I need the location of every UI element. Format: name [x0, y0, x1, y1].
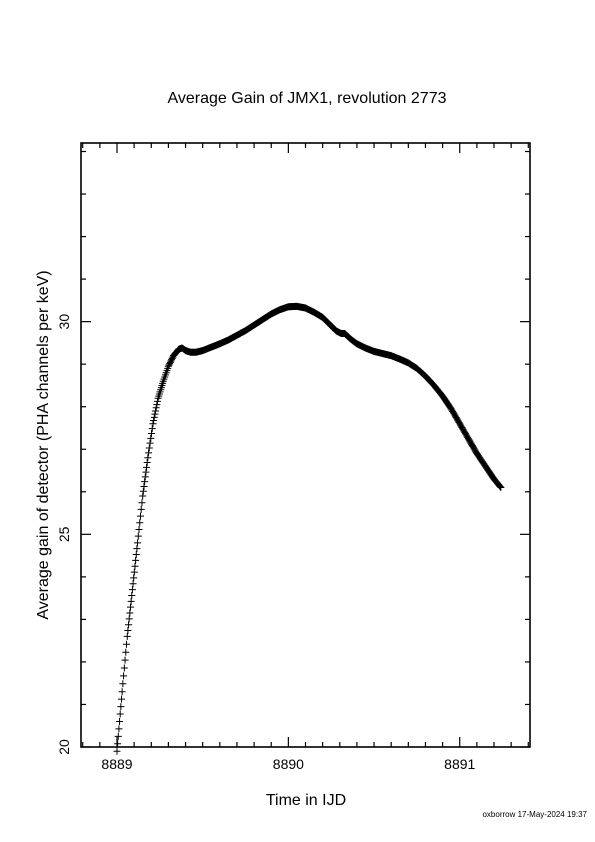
data-point: [141, 478, 149, 486]
data-point: [126, 603, 134, 611]
data-point: [130, 574, 138, 582]
data-point: [148, 425, 156, 433]
data-point: [147, 434, 155, 442]
data-point: [143, 459, 151, 467]
data-point: [152, 407, 160, 415]
data-point: [148, 429, 156, 437]
y-axis-label: Average gain of detector (PHA channels p…: [35, 270, 52, 619]
data-point: [121, 656, 129, 664]
x-axis-label: Time in IJD: [266, 792, 346, 809]
axis-tick-labels: 8889 8890 8891 20 25 30: [56, 314, 476, 772]
data-point: [122, 648, 130, 656]
data-point: [134, 532, 142, 540]
data-point: [116, 717, 124, 725]
data-point: [114, 740, 122, 748]
x-tick-label: 8889: [101, 756, 132, 772]
data-point: [497, 484, 505, 492]
data-point: [116, 710, 124, 718]
data-point: [145, 444, 153, 452]
data-point: [125, 621, 133, 629]
data-point: [136, 512, 144, 520]
data-point: [137, 505, 145, 513]
footer-stamp: oxborrow 17-May-2024 19:37: [482, 810, 587, 819]
data-point: [496, 483, 504, 491]
data-point: [152, 404, 160, 412]
data-point: [139, 492, 147, 500]
data-point: [117, 703, 125, 711]
data-point: [120, 664, 128, 672]
data-point: [130, 568, 138, 576]
data-point: [114, 732, 122, 740]
data-point: [123, 632, 131, 640]
data-point: [150, 417, 158, 425]
data-point: [151, 410, 159, 418]
plot-frame: [80, 142, 531, 748]
data-point: [139, 487, 147, 495]
data-point: [117, 695, 125, 703]
data-point: [135, 525, 143, 533]
axis-ticks: [81, 143, 530, 748]
data-point: [126, 609, 134, 617]
x-tick-label: 8891: [444, 756, 475, 772]
data-point: [131, 562, 139, 570]
data-point: [118, 688, 126, 696]
y-tick-label: 25: [56, 526, 72, 542]
y-tick-label: 30: [56, 314, 72, 330]
data-point: [143, 463, 151, 471]
data-point: [144, 454, 152, 462]
data-point: [115, 725, 123, 733]
data-point: [140, 482, 148, 490]
data-point: [153, 401, 161, 409]
y-tick-label: 20: [56, 739, 72, 755]
data-point: [120, 672, 128, 680]
data-point: [119, 680, 127, 688]
data-point: [145, 449, 153, 457]
data-point: [142, 468, 150, 476]
data-point: [153, 397, 161, 405]
data-point: [124, 627, 132, 635]
x-tick-label: 8890: [273, 756, 304, 772]
data-point: [127, 597, 135, 605]
data-points: [113, 302, 505, 755]
data-point: [495, 482, 503, 490]
data-point: [125, 615, 133, 623]
data-point: [150, 413, 158, 421]
data-point: [133, 545, 141, 553]
chart-title: Average Gain of JMX1, revolution 2773: [168, 90, 447, 107]
data-point: [132, 551, 140, 559]
data-point: [136, 519, 144, 527]
data-point: [132, 556, 140, 564]
data-point: [113, 747, 121, 755]
data-point: [123, 640, 131, 648]
data-point: [128, 591, 136, 599]
data-point: [149, 420, 157, 428]
data-point: [134, 539, 142, 547]
data-point: [128, 586, 136, 594]
data-point: [138, 499, 146, 507]
data-point: [141, 473, 149, 481]
data-point: [146, 439, 154, 447]
data-point: [129, 580, 137, 588]
